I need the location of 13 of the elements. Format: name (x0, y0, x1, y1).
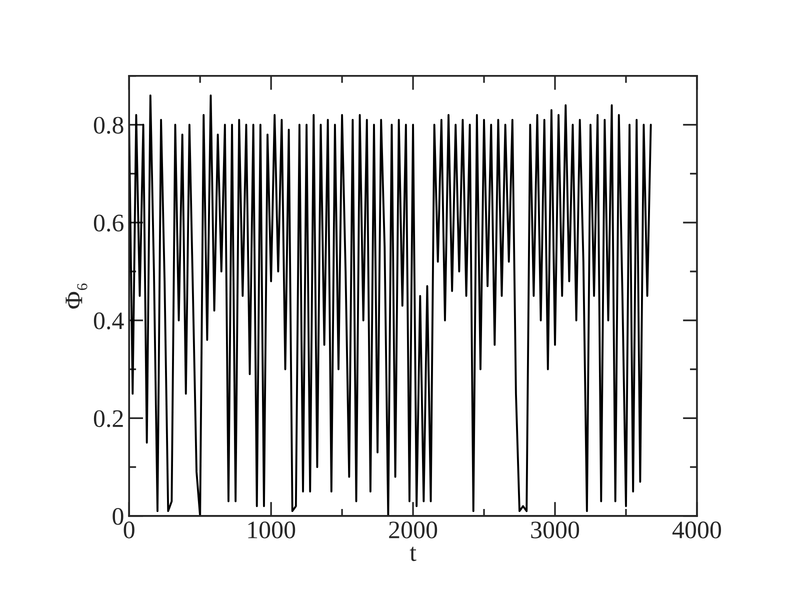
y-tick-label: 0.6 (94, 214, 124, 232)
x-tick-label: 3000 (531, 522, 580, 538)
x-tick-label: 1000 (248, 522, 296, 538)
x-tick-label: 2000 (389, 522, 438, 538)
x-tick-label: 4000 (672, 522, 722, 538)
y-tick-label: 0 (112, 508, 124, 525)
y-tick-label: 0.4 (94, 312, 124, 330)
y-tick-label: 0.8 (94, 116, 124, 134)
y-tick-label: 0.2 (94, 410, 123, 428)
x-axis-title: t (410, 546, 416, 562)
x-tick-label: 0 (124, 522, 134, 538)
line-series (129, 94, 652, 516)
y-axis-title: Φ₆ (66, 284, 88, 309)
